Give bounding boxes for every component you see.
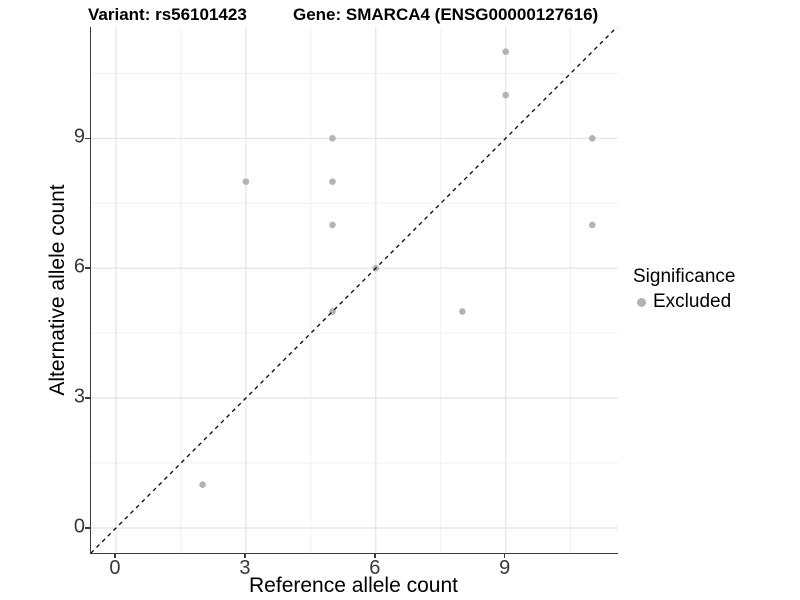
plot-title-variant: Variant: rs56101423 <box>88 5 247 24</box>
y-tick-label: 3 <box>73 385 85 408</box>
y-tick-mark <box>85 527 90 529</box>
identity-line <box>91 27 618 553</box>
y-tick-mark <box>85 397 90 399</box>
y-tick-mark <box>85 267 90 269</box>
plot-title-gene: Gene: SMARCA4 (ENSG00000127616) <box>293 5 599 24</box>
legend: Significance Excluded <box>631 266 735 313</box>
y-tick-label: 6 <box>73 255 85 278</box>
x-tick-mark <box>244 553 246 558</box>
legend-item-label: Excluded <box>653 291 732 312</box>
x-tick-mark <box>114 553 116 558</box>
y-tick-label: 0 <box>73 515 85 538</box>
data-point <box>329 221 336 229</box>
x-tick-mark <box>503 553 506 558</box>
data-point <box>588 135 596 142</box>
x-tick-label: 6 <box>369 557 381 579</box>
data-point <box>502 48 509 56</box>
legend-items: Excluded <box>631 291 735 313</box>
y-tick-mark <box>85 137 90 140</box>
legend-key <box>631 292 651 312</box>
data-point <box>588 221 596 229</box>
x-tick-label: 9 <box>499 557 511 579</box>
legend-point-icon <box>636 297 646 307</box>
data-point <box>502 91 509 99</box>
plot-panel <box>90 27 618 554</box>
data-point <box>199 481 206 489</box>
x-tick-label: 0 <box>109 557 121 579</box>
legend-item: Excluded <box>631 291 735 313</box>
x-tick-label: 3 <box>239 557 251 579</box>
x-axis-title: Reference allele count <box>249 574 458 597</box>
x-tick-mark <box>374 553 376 558</box>
data-point <box>242 178 250 185</box>
y-tick-label: 9 <box>73 125 85 148</box>
data-point <box>329 178 336 185</box>
data-point <box>329 135 336 142</box>
legend-title: Significance <box>633 266 736 287</box>
plot-area <box>91 27 618 553</box>
data-point <box>459 308 466 315</box>
y-axis-title: Alternative allele count <box>46 184 69 396</box>
plot-title: Variant: rs56101423 Gene: SMARCA4 (ENSG0… <box>0 5 800 29</box>
